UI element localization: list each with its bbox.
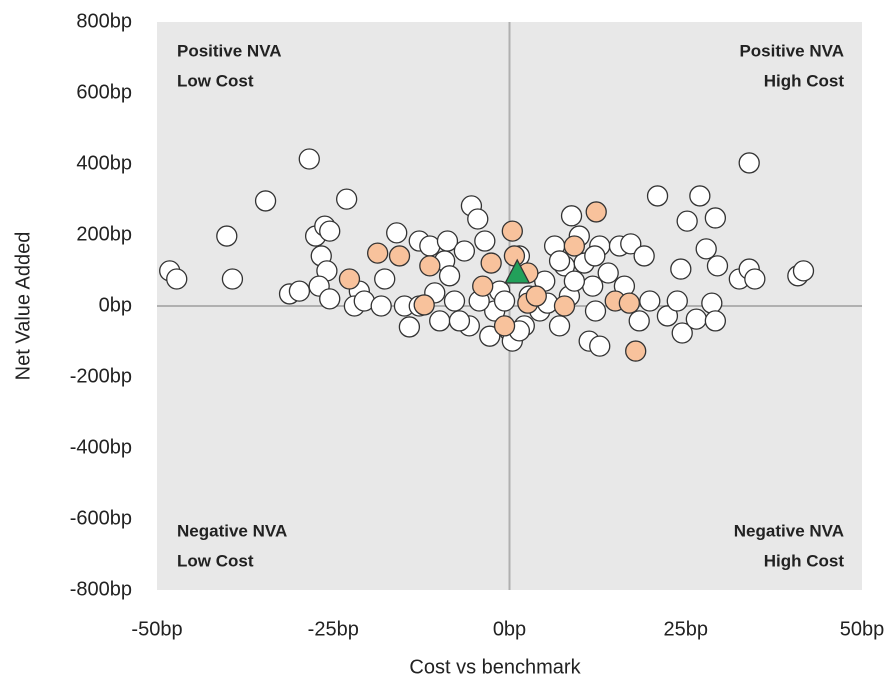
y-tick-label: -400bp — [70, 436, 132, 458]
point — [563, 235, 586, 257]
y-tick-label: 0bp — [99, 294, 132, 316]
y-axis-title: Net Value Added — [12, 232, 34, 381]
quadrant-label: Low Cost — [177, 551, 254, 570]
point — [413, 294, 435, 316]
quadrant-label: Negative NVA — [734, 521, 844, 540]
y-tick-label: 800bp — [76, 10, 132, 32]
point — [676, 210, 698, 232]
quadrant-label: Low Cost — [177, 71, 254, 90]
point — [493, 290, 516, 312]
point — [388, 245, 411, 267]
point — [479, 325, 501, 347]
x-tick-label: -50bp — [131, 618, 182, 640]
point — [689, 185, 711, 207]
point — [429, 310, 451, 332]
point — [370, 295, 392, 317]
point — [419, 235, 441, 257]
y-tick-label: -800bp — [70, 578, 132, 600]
point — [443, 290, 466, 312]
point — [701, 292, 723, 314]
point — [338, 268, 361, 290]
point — [628, 310, 650, 332]
point — [620, 233, 642, 255]
point — [386, 222, 408, 244]
point — [656, 305, 679, 327]
quadrant-label: Positive NVA — [177, 41, 282, 60]
point — [792, 260, 815, 282]
point — [695, 238, 717, 260]
point — [553, 295, 576, 317]
point — [704, 207, 727, 229]
point — [298, 148, 320, 170]
y-tick-label: 400bp — [76, 152, 132, 174]
point — [474, 230, 496, 252]
y-tick-label: 600bp — [76, 81, 132, 103]
x-axis-title: Cost vs benchmark — [409, 656, 581, 678]
point — [685, 308, 707, 330]
point — [374, 268, 396, 290]
point — [671, 322, 693, 344]
quadrant-label: High Cost — [764, 71, 845, 90]
point — [589, 335, 611, 357]
point — [738, 152, 760, 174]
point — [670, 258, 692, 280]
point — [584, 300, 607, 322]
point — [618, 292, 640, 314]
point — [704, 310, 727, 332]
point — [493, 315, 516, 337]
point — [419, 255, 441, 277]
point — [563, 270, 586, 292]
point — [666, 290, 688, 312]
x-tick-label: 50bp — [840, 618, 885, 640]
point — [504, 258, 531, 284]
point — [706, 255, 729, 277]
point — [453, 240, 476, 262]
quadrant-label: High Cost — [764, 551, 845, 570]
quadrant-label: Negative NVA — [177, 521, 287, 540]
point — [744, 268, 766, 290]
point — [525, 285, 547, 307]
point — [639, 290, 661, 312]
point — [560, 205, 583, 227]
quadrant-label: Positive NVA — [739, 41, 844, 60]
y-tick-label: -200bp — [70, 365, 132, 387]
point — [585, 201, 607, 223]
y-tick-label: -600bp — [70, 507, 132, 529]
point — [448, 310, 471, 332]
point — [221, 268, 244, 290]
point — [436, 230, 459, 252]
point — [319, 220, 341, 242]
x-tick-label: 25bp — [664, 618, 709, 640]
point — [319, 288, 341, 310]
point — [438, 265, 461, 287]
point — [335, 188, 358, 210]
point — [467, 208, 489, 230]
point — [646, 185, 669, 207]
x-tick-label: -25bp — [308, 618, 359, 640]
point — [288, 280, 311, 302]
point — [548, 315, 571, 337]
point — [503, 245, 526, 267]
point — [398, 316, 421, 338]
point — [472, 275, 494, 297]
point — [166, 268, 188, 290]
point — [625, 340, 647, 362]
point — [597, 262, 619, 284]
point — [584, 245, 606, 267]
point — [254, 190, 277, 212]
point — [548, 250, 571, 272]
point — [216, 225, 238, 247]
y-tick-label: 200bp — [76, 223, 132, 245]
point — [633, 245, 655, 267]
point — [480, 252, 502, 274]
x-tick-label: 0bp — [493, 618, 526, 640]
point — [367, 242, 389, 264]
point — [501, 220, 523, 242]
